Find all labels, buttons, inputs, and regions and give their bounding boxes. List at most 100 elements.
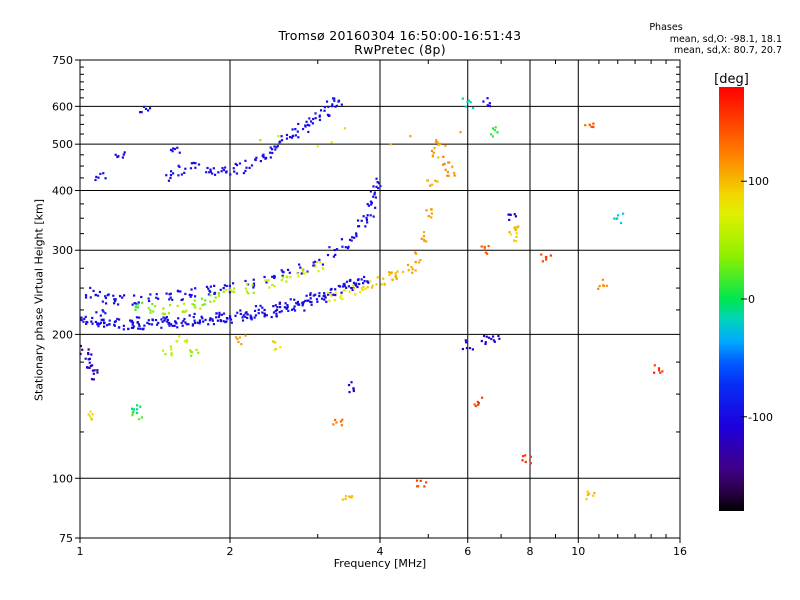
echo-point — [486, 252, 489, 255]
echo-point — [87, 348, 90, 351]
echo-point — [238, 336, 241, 339]
echo-point — [496, 131, 499, 134]
echo-point — [209, 285, 212, 288]
echo-point — [182, 310, 185, 313]
echo-point — [287, 309, 290, 312]
echo-point — [225, 320, 228, 323]
echo-point — [200, 297, 204, 300]
echo-point — [365, 216, 368, 219]
echo-point — [508, 218, 511, 221]
echo-point — [376, 181, 379, 184]
y-tick-label: 750 — [52, 54, 73, 67]
echo-point — [250, 164, 254, 167]
echo-point — [261, 306, 264, 309]
echo-point — [323, 298, 326, 301]
echo-point — [269, 156, 272, 159]
echo-point — [425, 209, 428, 212]
chart-subtitle: RwPretec (8p) — [354, 42, 446, 57]
echo-point — [285, 306, 288, 310]
echo-point — [301, 270, 304, 273]
echo-point — [220, 313, 223, 316]
echo-point — [224, 166, 227, 169]
echo-point — [222, 290, 225, 293]
echo-point — [514, 228, 517, 232]
echo-point — [105, 324, 109, 327]
echo-point — [323, 106, 327, 109]
echo-point — [135, 408, 139, 411]
echo-point — [360, 278, 363, 281]
echo-point — [242, 171, 246, 175]
echo-point — [146, 109, 150, 112]
echo-point — [168, 298, 171, 301]
echo-point — [254, 314, 258, 317]
echo-point — [164, 353, 167, 356]
echo-point — [312, 117, 315, 121]
echo-point — [330, 105, 334, 108]
echo-point — [157, 297, 160, 300]
echo-point — [131, 321, 135, 324]
echo-point — [184, 167, 187, 170]
echo-point — [409, 135, 412, 138]
echo-point — [232, 167, 235, 170]
echo-point — [193, 306, 196, 309]
echo-point — [327, 114, 330, 118]
echo-point — [91, 316, 94, 320]
echo-point — [265, 281, 268, 284]
echo-point — [138, 316, 141, 319]
echo-point — [309, 292, 312, 295]
echo-point — [96, 369, 99, 372]
echo-point — [284, 302, 287, 305]
echo-point — [482, 100, 485, 103]
echo-point — [272, 311, 276, 314]
echo-point — [494, 126, 497, 129]
echo-point — [89, 364, 92, 368]
echo-point — [289, 276, 292, 279]
echo-point — [114, 153, 117, 156]
echo-point — [164, 317, 167, 320]
echo-point — [131, 414, 134, 417]
echo-point — [509, 233, 513, 236]
echo-point — [300, 272, 303, 275]
x-tick-label: 1 — [77, 545, 84, 558]
echo-point — [234, 162, 237, 166]
echo-point — [273, 284, 276, 288]
echo-point — [102, 318, 105, 321]
echo-point — [340, 238, 344, 241]
echo-point — [353, 236, 356, 239]
echo-point — [209, 317, 212, 320]
echo-point — [276, 305, 279, 309]
echo-point — [171, 298, 174, 301]
echo-point — [174, 320, 177, 323]
phase-x-line: mean, sd,X: 80.7, 20.7 — [673, 45, 782, 56]
echo-point — [333, 299, 336, 302]
echo-point — [465, 341, 468, 344]
echo-point — [152, 310, 155, 313]
echo-point — [362, 275, 366, 279]
echo-point — [280, 139, 284, 142]
echo-point — [90, 418, 93, 421]
echo-point — [297, 303, 300, 306]
echo-point — [420, 237, 423, 240]
echo-point — [329, 291, 332, 295]
echo-point — [592, 122, 595, 125]
echo-point — [278, 306, 282, 309]
echo-point — [540, 253, 543, 256]
chart-title: Tromsø 20160304 16:50:00-16:51:43 — [278, 28, 522, 43]
echo-point — [204, 299, 207, 302]
echo-point — [209, 290, 212, 293]
echo-point — [249, 314, 252, 317]
echo-point — [135, 411, 139, 415]
echo-point — [309, 300, 312, 304]
echo-point — [157, 321, 160, 325]
phase-heading: Phases — [649, 22, 683, 33]
echo-point — [274, 347, 278, 351]
echo-point — [464, 339, 467, 342]
echo-point — [188, 293, 191, 296]
echo-point — [180, 321, 183, 324]
echo-point — [309, 297, 312, 300]
echo-point — [515, 235, 518, 239]
echo-point — [98, 290, 102, 294]
echo-point — [137, 301, 140, 304]
echo-point — [341, 298, 344, 301]
echo-point — [194, 162, 197, 165]
